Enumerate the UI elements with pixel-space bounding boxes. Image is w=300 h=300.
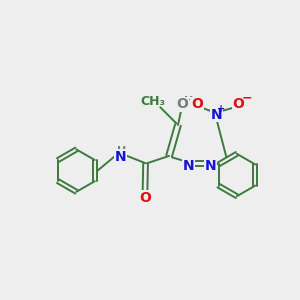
Text: N: N (115, 150, 126, 164)
Text: H: H (117, 146, 127, 156)
Text: N: N (205, 159, 217, 172)
Text: H: H (184, 96, 194, 106)
Text: CH₃: CH₃ (140, 95, 165, 108)
Text: O: O (176, 98, 188, 111)
Text: N: N (182, 159, 194, 172)
Text: N: N (210, 108, 222, 122)
Text: O: O (191, 98, 203, 111)
Text: O: O (232, 98, 244, 111)
Text: +: + (218, 104, 226, 114)
Text: −: − (241, 92, 252, 105)
Text: O: O (139, 191, 151, 205)
